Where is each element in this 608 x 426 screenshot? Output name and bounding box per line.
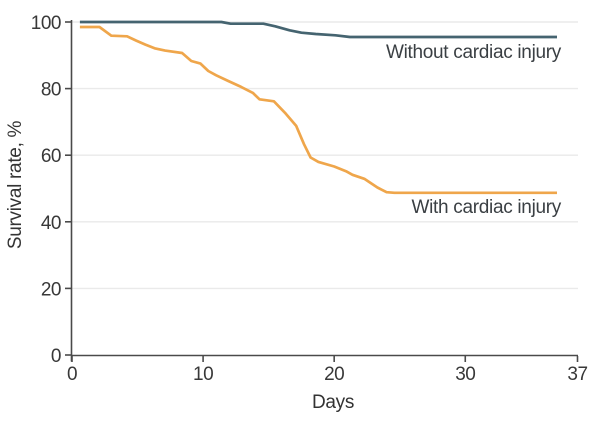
x-tick-label-10: 10 [193,364,213,385]
x-tick-label-37: 37 [567,364,587,385]
series-line-with-cardiac-injury [79,25,557,195]
series-label-with-cardiac-injury: With cardiac injury [411,197,561,218]
x-tick-label-0: 0 [67,364,77,385]
y-tick-label-80: 80 [41,80,61,101]
y-tick-label-60: 60 [41,146,61,167]
y-tick-label-100: 100 [31,13,61,34]
y-tick-label-40: 40 [41,213,61,234]
x-tick-label-20: 20 [324,364,344,385]
x-tick-label-30: 30 [455,364,475,385]
y-tick-label-20: 20 [41,279,61,300]
y-tick-label-0: 0 [51,346,61,367]
series-label-without-cardiac-injury: Without cardiac injury [385,42,561,63]
series-line-without-cardiac-injury [79,20,557,39]
x-axis-title: Days [311,392,355,413]
y-axis-title: Survival rate, % [5,120,26,250]
